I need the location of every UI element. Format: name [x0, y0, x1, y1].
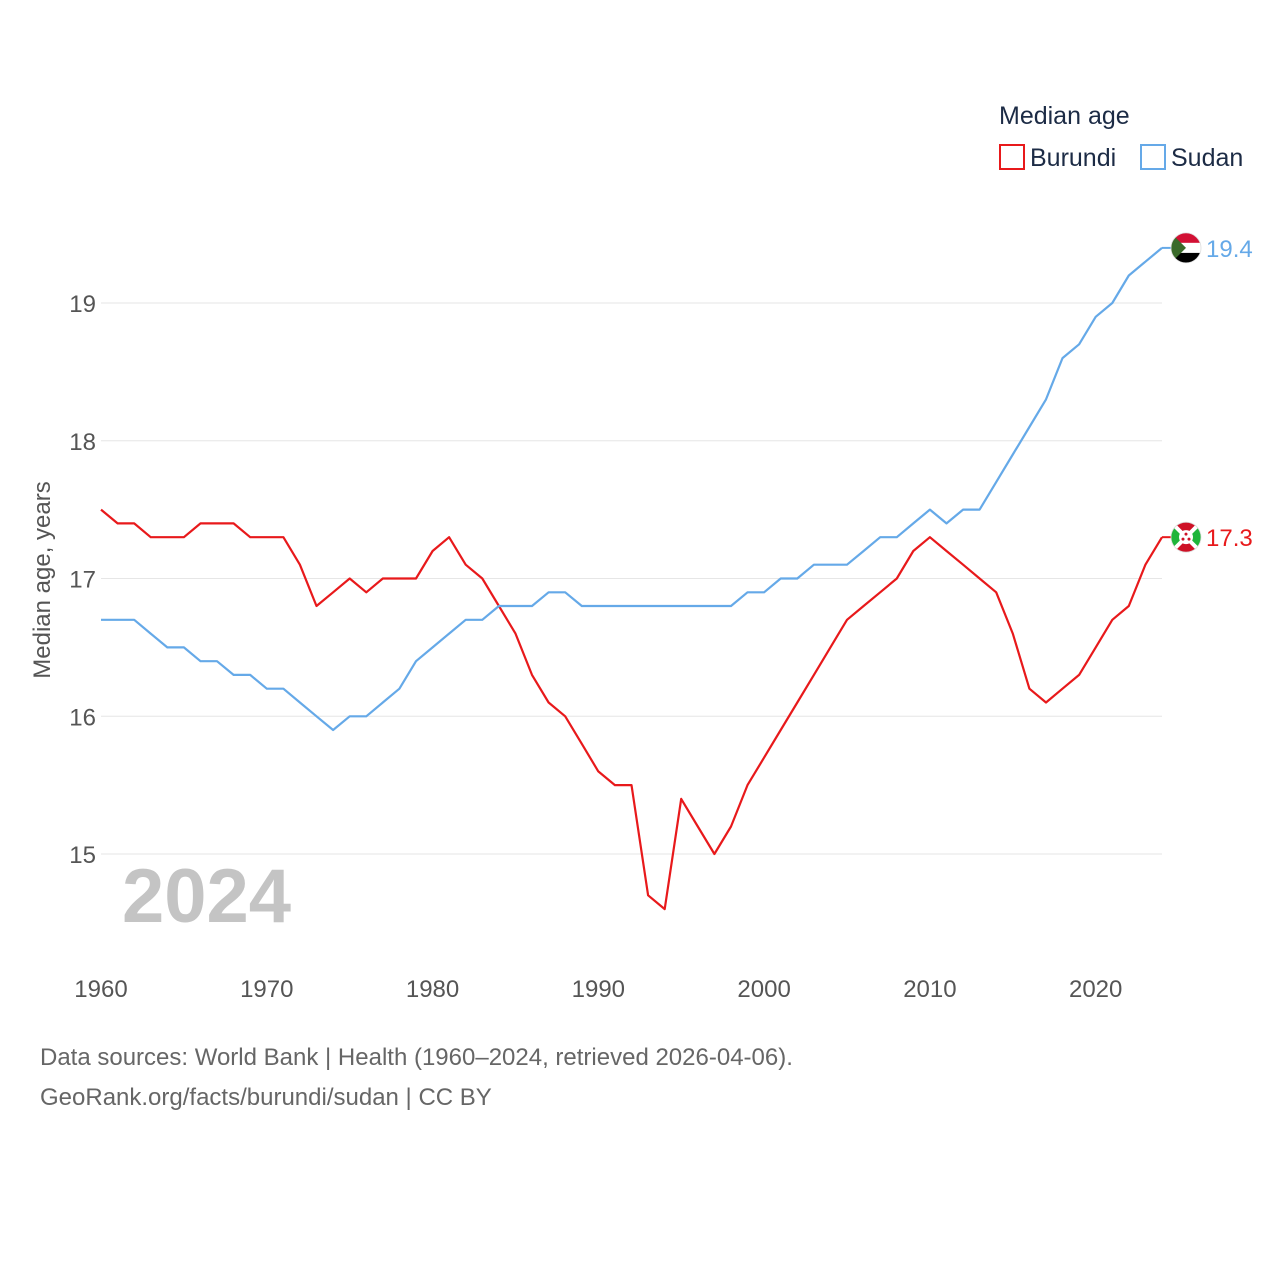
credit-note[interactable]: GeoRank.org/facts/burundi/sudan | CC BY [40, 1084, 492, 1111]
end-markers: 17.3 19.4 [1162, 232, 1253, 553]
y-tick-18: 18 [69, 429, 96, 456]
x-tick-1970: 1970 [240, 976, 293, 1003]
legend-label-sudan: Sudan [1171, 144, 1243, 172]
legend[interactable]: Median age Burundi Sudan [999, 102, 1243, 172]
source-note: Data sources: World Bank | Health (1960–… [40, 1044, 793, 1071]
legend-item-burundi[interactable]: Burundi [999, 144, 1116, 172]
x-tick-labels: 1960 1970 1980 1990 2000 2010 2020 [74, 976, 1122, 1003]
y-tick-15: 15 [69, 842, 96, 869]
legend-title: Median age [999, 102, 1130, 130]
y-tick-17: 17 [69, 567, 96, 594]
series-line-burundi[interactable] [100, 508, 1163, 911]
legend-swatch-burundi [999, 144, 1025, 170]
end-value-sudan: 19.4 [1206, 236, 1253, 263]
y-tick-labels: 15 16 17 18 19 [69, 291, 96, 869]
current-year-label: 2024 [122, 854, 291, 939]
series-lines [100, 247, 1163, 911]
end-value-burundi: 17.3 [1206, 525, 1253, 552]
legend-items: Burundi Sudan [999, 144, 1243, 172]
sudan-flag-icon [1170, 232, 1202, 264]
x-tick-1960: 1960 [74, 976, 127, 1003]
series-line-sudan[interactable] [101, 247, 1163, 732]
x-tick-1980: 1980 [406, 976, 459, 1003]
x-tick-2010: 2010 [903, 976, 956, 1003]
y-tick-19: 19 [69, 291, 96, 318]
burundi-flag-icon [1170, 521, 1202, 553]
grid-lines [101, 302, 1162, 855]
y-axis-label: Median age, years [29, 481, 56, 678]
x-tick-2000: 2000 [737, 976, 790, 1003]
legend-swatch-sudan [1140, 144, 1166, 170]
x-tick-1990: 1990 [572, 976, 625, 1003]
legend-item-sudan[interactable]: Sudan [1140, 144, 1243, 172]
legend-label-burundi: Burundi [1030, 144, 1116, 172]
x-tick-2020: 2020 [1069, 976, 1122, 1003]
y-tick-16: 16 [69, 704, 96, 731]
